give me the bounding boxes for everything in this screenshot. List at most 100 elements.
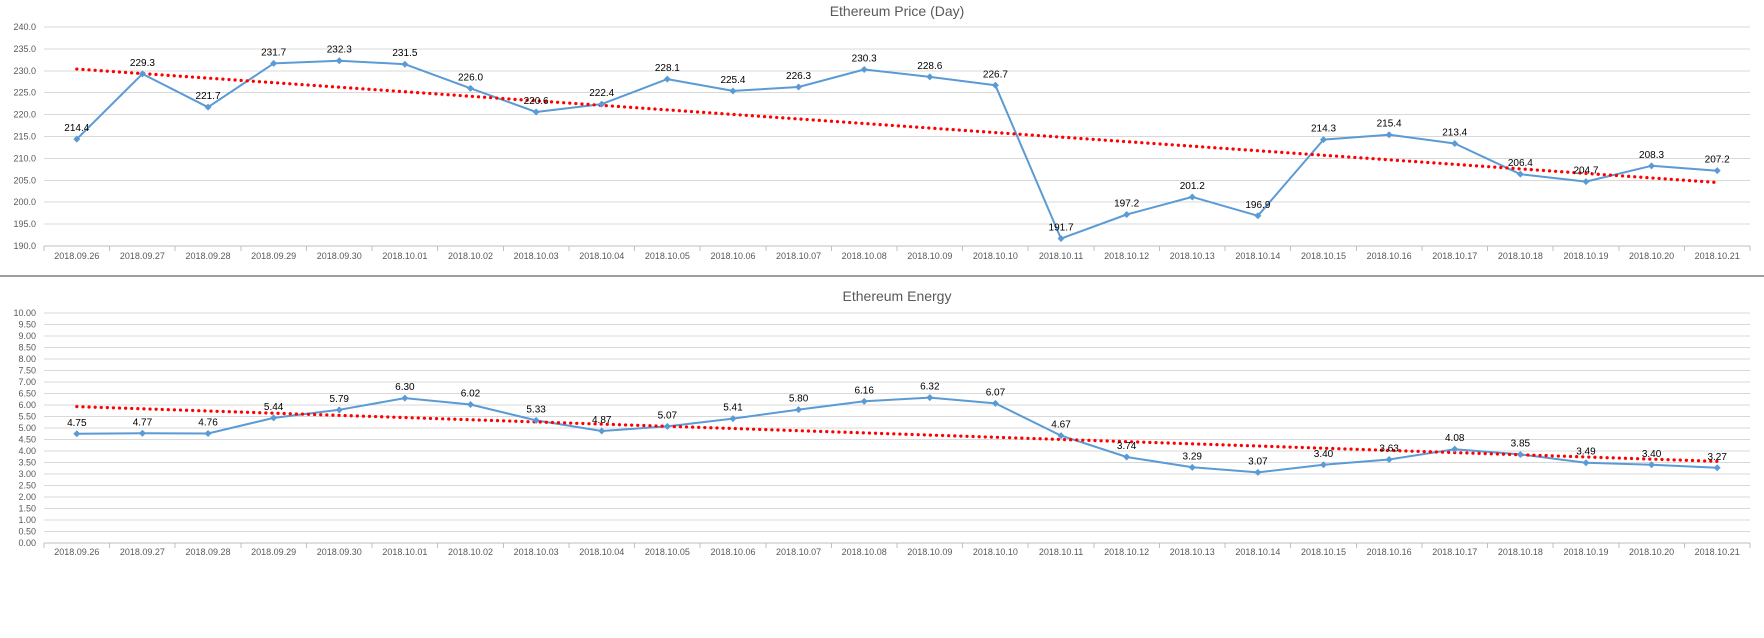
x-tick-label: 2018.10.19 xyxy=(1563,251,1608,261)
data-point xyxy=(1254,468,1262,476)
x-tick-label: 2018.10.04 xyxy=(579,547,624,557)
x-tick-label: 2018.10.18 xyxy=(1498,547,1543,557)
data-label: 5.80 xyxy=(789,394,809,405)
data-label: 5.44 xyxy=(264,402,284,413)
data-point xyxy=(204,103,212,111)
x-tick-label: 2018.10.13 xyxy=(1170,251,1215,261)
x-tick-label: 2018.10.17 xyxy=(1432,547,1477,557)
x-tick-label: 2018.10.11 xyxy=(1039,547,1083,557)
data-label: 4.67 xyxy=(1051,420,1071,431)
y-tick-label: 4.50 xyxy=(18,435,36,445)
data-label: 3.07 xyxy=(1248,456,1268,467)
data-label: 4.87 xyxy=(592,415,612,426)
data-label: 201.2 xyxy=(1180,181,1205,192)
data-label: 208.3 xyxy=(1639,150,1664,161)
data-label: 225.4 xyxy=(720,75,745,86)
y-tick-label: 210.0 xyxy=(13,153,36,163)
y-tick-label: 230.0 xyxy=(13,66,36,76)
data-point xyxy=(1516,450,1524,458)
y-tick-label: 1.50 xyxy=(18,504,36,514)
data-label: 3.63 xyxy=(1379,444,1399,455)
data-point xyxy=(1451,140,1459,148)
trendline xyxy=(75,405,1719,463)
data-point xyxy=(270,59,278,67)
data-point xyxy=(401,394,409,402)
y-tick-label: 5.00 xyxy=(18,423,36,433)
x-tick-label: 2018.10.07 xyxy=(776,547,821,557)
y-tick-label: 205.0 xyxy=(13,175,36,185)
data-point xyxy=(729,415,737,423)
data-label: 196.9 xyxy=(1245,200,1270,211)
data-label: 5.07 xyxy=(658,410,678,421)
y-tick-label: 220.0 xyxy=(13,110,36,120)
data-label: 191.7 xyxy=(1049,223,1074,234)
data-point xyxy=(1188,463,1196,471)
y-tick-label: 2.50 xyxy=(18,481,36,491)
x-tick-label: 2018.10.03 xyxy=(514,251,559,261)
y-tick-label: 2.00 xyxy=(18,492,36,502)
x-tick-label: 2018.09.29 xyxy=(251,547,296,557)
data-point xyxy=(860,397,868,405)
y-tick-label: 1.00 xyxy=(18,515,36,525)
data-label: 231.5 xyxy=(392,48,417,59)
data-label: 4.77 xyxy=(133,417,153,428)
data-label: 221.7 xyxy=(196,91,221,102)
x-tick-label: 2018.10.12 xyxy=(1104,251,1149,261)
data-label: 3.74 xyxy=(1117,441,1137,452)
y-tick-label: 235.0 xyxy=(13,44,36,54)
data-point xyxy=(1188,193,1196,201)
data-label: 231.7 xyxy=(261,47,286,58)
y-tick-label: 4.00 xyxy=(18,446,36,456)
data-point xyxy=(73,135,81,143)
data-point xyxy=(1713,167,1721,175)
data-point xyxy=(1123,210,1131,218)
y-tick-label: 7.00 xyxy=(18,377,36,387)
data-point xyxy=(795,83,803,91)
data-point xyxy=(729,87,737,95)
data-point xyxy=(467,401,474,409)
data-label: 6.32 xyxy=(920,382,940,393)
data-point xyxy=(1320,461,1327,469)
y-tick-label: 10.00 xyxy=(13,308,36,318)
data-point xyxy=(1254,212,1262,220)
series-line xyxy=(76,396,1718,474)
data-point xyxy=(270,414,278,422)
y-tick-label: 225.0 xyxy=(13,88,36,98)
y-tick-label: 5.50 xyxy=(18,412,36,422)
data-label: 5.41 xyxy=(723,403,743,414)
data-label: 213.4 xyxy=(1442,128,1467,139)
x-tick-label: 2018.10.09 xyxy=(907,251,952,261)
x-tick-label: 2018.10.17 xyxy=(1432,251,1477,261)
y-tick-label: 200.0 xyxy=(13,197,36,207)
data-label: 4.76 xyxy=(198,418,218,429)
data-label: 204.7 xyxy=(1573,166,1598,177)
x-tick-label: 2018.10.18 xyxy=(1498,251,1543,261)
data-point xyxy=(598,427,606,435)
data-label: 207.2 xyxy=(1705,155,1730,166)
y-tick-label: 190.0 xyxy=(13,241,36,251)
data-label: 220.6 xyxy=(524,96,549,107)
data-label: 226.3 xyxy=(786,71,811,82)
data-point xyxy=(335,406,343,414)
x-tick-label: 2018.10.08 xyxy=(842,251,887,261)
data-label: 3.27 xyxy=(1707,452,1727,463)
data-point xyxy=(991,399,999,407)
data-point xyxy=(401,60,409,68)
x-tick-label: 2018.09.26 xyxy=(54,547,99,557)
data-point xyxy=(663,75,671,83)
data-point xyxy=(1648,162,1656,170)
y-tick-label: 3.00 xyxy=(18,469,36,479)
x-tick-label: 2018.10.20 xyxy=(1629,547,1674,557)
data-label: 228.6 xyxy=(917,61,942,72)
data-point xyxy=(1713,464,1721,472)
data-label: 226.0 xyxy=(458,72,483,83)
data-point xyxy=(138,429,146,437)
data-label: 215.4 xyxy=(1377,119,1402,130)
data-point xyxy=(598,100,606,108)
x-tick-label: 2018.10.10 xyxy=(973,251,1018,261)
data-label: 197.2 xyxy=(1114,198,1139,209)
data-point xyxy=(926,394,934,402)
x-tick-label: 2018.10.16 xyxy=(1367,547,1412,557)
data-label: 3.49 xyxy=(1576,447,1596,458)
